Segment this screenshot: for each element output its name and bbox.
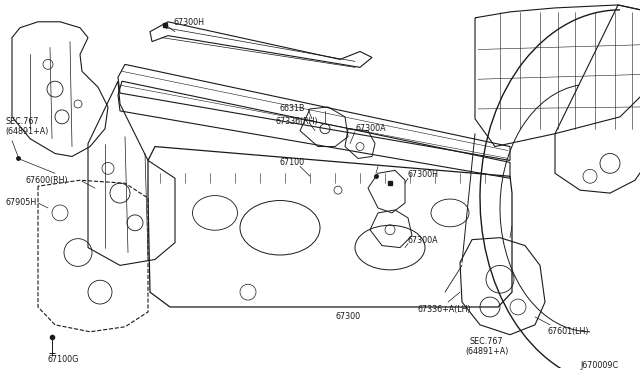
Text: 67100G: 67100G [48, 355, 79, 363]
Text: (64891+A): (64891+A) [465, 347, 508, 356]
Text: 67300H: 67300H [408, 170, 439, 179]
Text: 67905H: 67905H [5, 198, 36, 207]
Text: J670009C: J670009C [580, 362, 618, 371]
Text: 67336(RH): 67336(RH) [275, 117, 317, 126]
Text: 67336+A(LH): 67336+A(LH) [418, 305, 472, 314]
Text: 67300A: 67300A [355, 124, 386, 133]
Text: (64891+A): (64891+A) [5, 127, 49, 136]
Text: SEC.767: SEC.767 [470, 337, 504, 346]
Text: 67100: 67100 [280, 158, 305, 167]
Text: 67601(LH): 67601(LH) [548, 327, 589, 336]
Text: 67600(RH): 67600(RH) [25, 176, 68, 185]
Text: 67300A: 67300A [408, 236, 438, 245]
Text: SEC.767: SEC.767 [5, 117, 38, 126]
Text: 6631B: 6631B [280, 104, 305, 113]
Text: 67300H: 67300H [173, 18, 204, 27]
Text: 67300: 67300 [335, 312, 360, 321]
